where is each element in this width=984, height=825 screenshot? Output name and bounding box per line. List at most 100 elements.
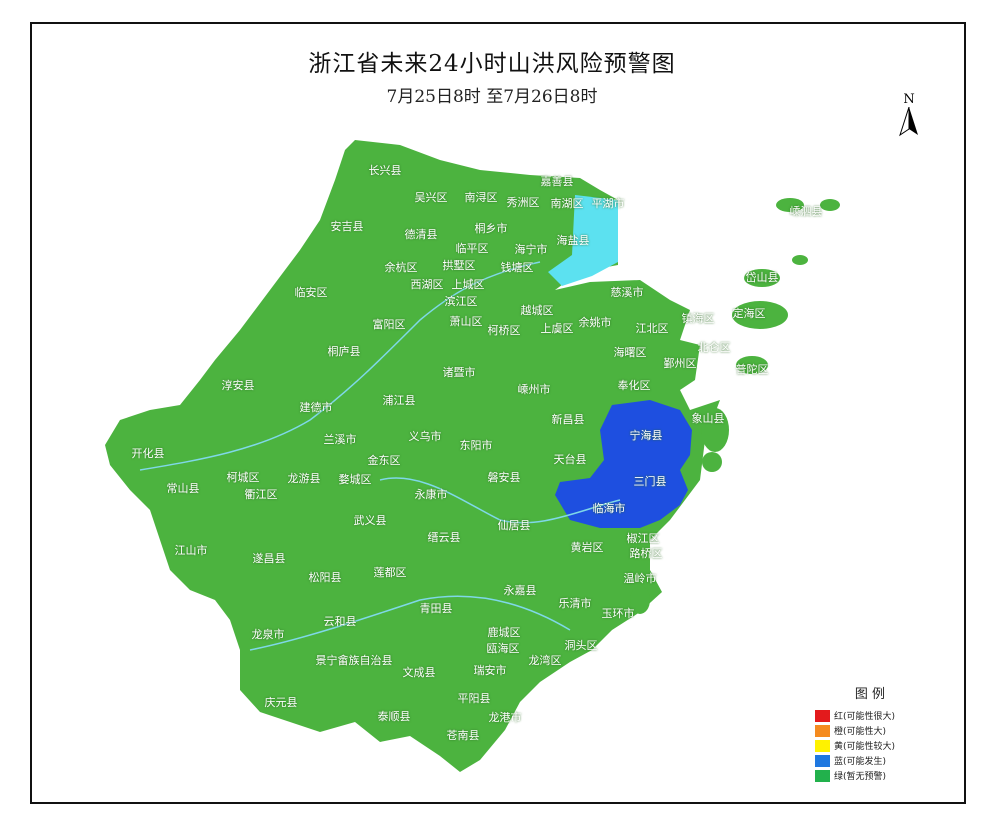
- region-label: 定海区: [732, 307, 766, 320]
- legend-item: 绿(暂无预警): [815, 768, 925, 783]
- region-label: 镇海区: [681, 312, 715, 325]
- region-label: 黄岩区: [570, 541, 604, 554]
- region-label: 义乌市: [408, 430, 442, 443]
- region-label: 上虞区: [540, 322, 574, 335]
- legend-item: 橙(可能性大): [815, 723, 925, 738]
- region-label: 椒江区: [626, 532, 660, 545]
- region-label: 临海市: [592, 502, 626, 515]
- legend-swatch: [815, 724, 830, 737]
- region-label: 洞头区: [564, 639, 598, 652]
- region-label: 嵊州市: [517, 383, 551, 396]
- region-label: 永嘉县: [503, 584, 537, 597]
- region-label: 奉化区: [617, 379, 651, 392]
- region-label: 南浔区: [464, 191, 498, 204]
- region-label: 新昌县: [551, 413, 585, 426]
- cyan-area-hangzhou-bay: [548, 195, 618, 286]
- region-label: 兰溪市: [323, 433, 357, 446]
- region-label: 桐庐县: [327, 345, 361, 358]
- region-label: 文成县: [402, 666, 436, 679]
- region-label: 宁海县: [629, 429, 663, 442]
- region-label: 常山县: [166, 482, 200, 495]
- region-label: 云和县: [323, 615, 357, 628]
- region-label: 上城区: [451, 278, 485, 291]
- province-land: [105, 140, 720, 772]
- region-label: 青田县: [419, 602, 453, 615]
- region-label: 金东区: [367, 454, 401, 467]
- region-label: 开化县: [131, 447, 165, 460]
- region-label: 余姚市: [578, 316, 612, 329]
- legend-swatch: [815, 769, 830, 782]
- region-label: 龙湾区: [528, 654, 562, 667]
- rivers: [139, 261, 621, 651]
- region-label: 三门县: [633, 475, 667, 488]
- region-label: 平阳县: [457, 692, 491, 705]
- legend-label: 蓝(可能发生): [834, 757, 887, 767]
- region-label: 诸暨市: [442, 366, 476, 379]
- region-label: 萧山区: [449, 315, 483, 328]
- north-arrow-icon: [899, 106, 918, 137]
- legend-title: 图 例: [854, 687, 886, 702]
- region-label: 龙游县: [287, 472, 321, 485]
- region-label: 江北区: [635, 322, 669, 335]
- map-subtitle: 7月25日8时 至7月26日8时: [386, 87, 598, 107]
- region-label: 婺城区: [338, 473, 372, 486]
- legend-item: 黄(可能性较大): [815, 738, 925, 753]
- region-label: 北仑区: [697, 341, 731, 354]
- region-label: 滨江区: [444, 295, 478, 308]
- region-label: 海盐县: [556, 234, 590, 247]
- region-label: 玉环市: [601, 607, 635, 620]
- region-label: 瓯海区: [486, 642, 520, 655]
- region-label: 路桥区: [629, 547, 663, 560]
- north-arrow: N: [898, 92, 920, 141]
- legend-swatch: [815, 709, 830, 722]
- region-label: 磐安县: [487, 471, 521, 484]
- region-label: 钱塘区: [500, 261, 534, 274]
- region-label: 江山市: [174, 544, 208, 557]
- region-label: 永康市: [414, 488, 448, 501]
- region-label: 龙泉市: [251, 628, 285, 641]
- region-label: 武义县: [353, 514, 387, 527]
- region-label: 临安区: [294, 286, 328, 299]
- region-label: 象山县: [691, 412, 725, 425]
- region-label: 秀洲区: [506, 196, 540, 209]
- region-label: 缙云县: [427, 531, 461, 544]
- region-label: 南湖区: [550, 197, 584, 210]
- legend-item: 红(可能性很大): [815, 708, 925, 723]
- legend-label: 红(可能性很大): [834, 712, 896, 722]
- region-label: 建德市: [299, 401, 333, 414]
- legend: 图 例 红(可能性很大) 橙(可能性大) 黄(可能性较大) 蓝(可能发生) 绿(暂无预警…: [815, 683, 925, 783]
- region-label: 慈溪市: [610, 286, 644, 299]
- blue-warning-area: [555, 400, 692, 528]
- legend-label: 黄(可能性较大): [834, 742, 896, 752]
- region-label: 柯桥区: [487, 324, 521, 337]
- region-label: 鄞州区: [663, 357, 697, 370]
- region-label: 温岭市: [623, 572, 657, 585]
- legend-swatch: [815, 739, 830, 752]
- region-label: 仙居县: [497, 519, 531, 532]
- region-label: 长兴县: [368, 164, 402, 177]
- region-label: 龙港市: [488, 711, 522, 724]
- region-label: 西湖区: [410, 278, 444, 291]
- legend-label: 绿(暂无预警): [834, 772, 887, 782]
- region-label: 普陀区: [735, 363, 769, 376]
- region-label: 景宁畲族自治县: [315, 654, 393, 667]
- region-label: 松阳县: [308, 571, 342, 584]
- region-label: 莲都区: [373, 566, 407, 579]
- region-label: 越城区: [520, 304, 554, 317]
- region-label: 庆元县: [264, 696, 298, 709]
- legend-label: 橙(可能性大): [834, 727, 887, 737]
- region-label: 鹿城区: [487, 626, 521, 639]
- map-frame: [30, 22, 966, 804]
- legend-item: 蓝(可能发生): [815, 753, 925, 768]
- region-label: 吴兴区: [414, 191, 448, 204]
- region-label: 德清县: [404, 228, 438, 241]
- region-label: 乐清市: [558, 597, 592, 610]
- region-label: 瑞安市: [473, 664, 507, 677]
- region-label: 海宁市: [514, 243, 548, 256]
- region-label: 嵊泗县: [789, 205, 823, 218]
- region-label: 临平区: [455, 242, 489, 255]
- region-label: 东阳市: [459, 439, 493, 452]
- region-label: 遂昌县: [252, 552, 286, 565]
